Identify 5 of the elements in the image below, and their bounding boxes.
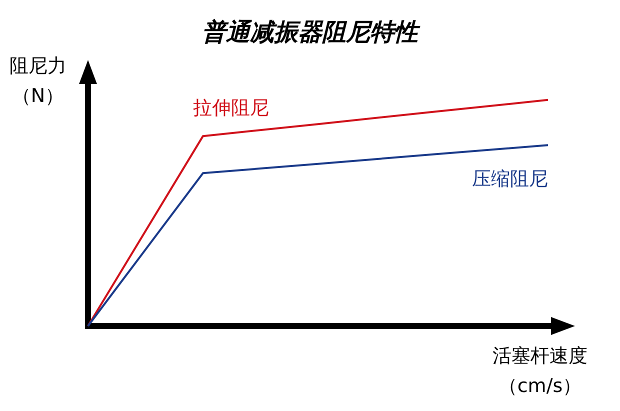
- y-axis-title: 阻尼力（N）: [10, 55, 66, 107]
- x-axis-title: 活塞杆速度（cm/s）: [492, 345, 588, 397]
- chart-title: 普通减振器阻尼特性: [202, 18, 421, 46]
- series-label: 压缩阻尼: [472, 168, 548, 190]
- series-label: 拉伸阻尼: [193, 97, 269, 120]
